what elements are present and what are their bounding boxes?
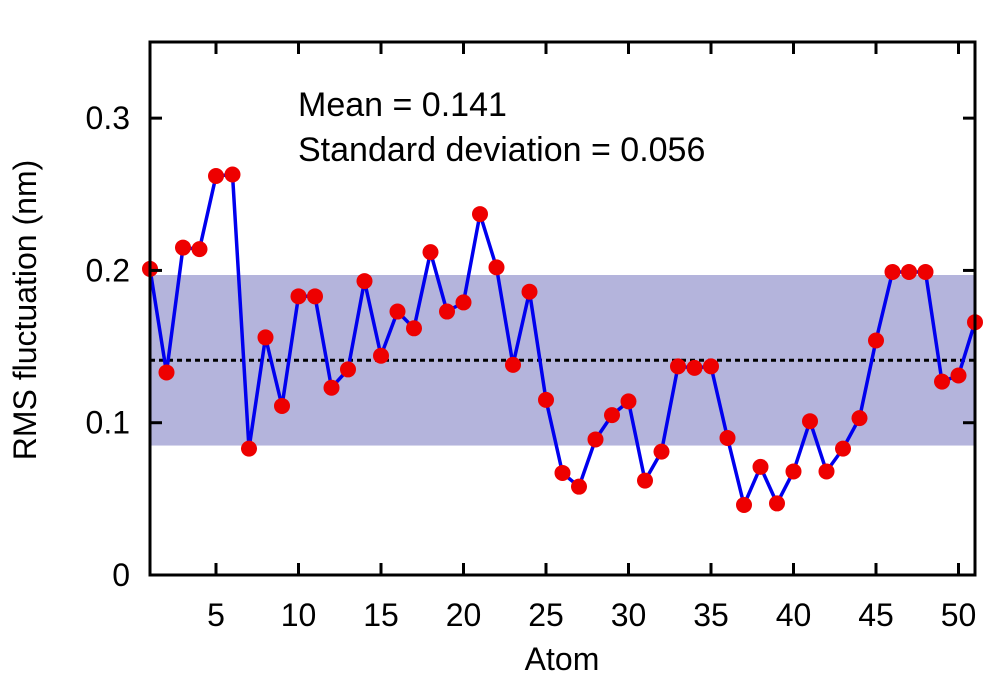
data-point <box>257 329 274 346</box>
series-points-layer <box>142 166 983 513</box>
data-point <box>802 413 818 430</box>
data-point <box>538 391 554 408</box>
x-tick-label: 10 <box>281 597 317 633</box>
data-point <box>637 472 653 489</box>
data-point <box>835 440 851 457</box>
data-point <box>472 206 488 223</box>
data-point <box>158 364 175 381</box>
data-point <box>620 393 637 410</box>
data-point <box>769 495 785 512</box>
data-point <box>191 241 208 258</box>
data-point <box>323 379 340 396</box>
data-point <box>274 397 290 414</box>
data-point <box>175 239 191 256</box>
data-point <box>422 244 439 261</box>
data-point <box>653 443 670 460</box>
data-point <box>703 358 719 375</box>
y-axis-title: RMS fluctuation (nm) <box>7 160 43 461</box>
x-tick-label: 40 <box>776 597 812 633</box>
data-point <box>851 410 868 427</box>
data-point <box>670 358 686 375</box>
x-axis-title: Atom <box>525 641 600 677</box>
data-point <box>356 273 373 290</box>
x-ticks: 5 10 15 20 25 30 35 40 45 50 <box>207 42 976 633</box>
y-ticks: 0 0.1 0.2 0.3 <box>86 100 975 593</box>
data-point <box>719 429 736 446</box>
data-point <box>455 294 472 311</box>
data-point <box>917 263 934 280</box>
data-point <box>868 332 884 349</box>
data-point <box>224 166 241 183</box>
x-tick-label: 5 <box>207 597 225 633</box>
std-deviation-band <box>150 274 975 446</box>
y-tick-label: 0.2 <box>86 252 130 288</box>
y-tick-label: 0.1 <box>86 405 130 441</box>
data-point <box>488 259 505 276</box>
data-point <box>340 361 356 378</box>
data-point <box>950 367 967 384</box>
data-point <box>818 463 835 480</box>
data-point <box>307 288 323 305</box>
data-point <box>373 347 389 364</box>
y-tick-label: 0.3 <box>86 100 130 136</box>
x-tick-label: 30 <box>611 597 647 633</box>
annotation-std: Standard deviation = 0.056 <box>298 131 705 169</box>
data-point <box>884 263 901 280</box>
data-point <box>571 478 587 495</box>
data-point <box>736 496 752 513</box>
data-point <box>208 168 224 185</box>
data-point <box>389 303 406 320</box>
data-point <box>604 407 620 424</box>
data-point <box>554 464 571 481</box>
x-tick-label: 35 <box>693 597 729 633</box>
data-point <box>406 320 422 337</box>
data-point <box>934 373 950 390</box>
data-point <box>521 283 538 300</box>
x-tick-label: 20 <box>446 597 482 633</box>
x-tick-label: 15 <box>363 597 399 633</box>
y-tick-label: 0 <box>112 557 130 593</box>
x-tick-label: 50 <box>941 597 977 633</box>
data-point <box>241 440 257 457</box>
data-point <box>901 263 917 280</box>
plot-frame <box>148 40 977 577</box>
data-point <box>290 288 307 305</box>
data-point <box>439 303 455 320</box>
data-point <box>587 431 604 448</box>
annotation-mean: Mean = 0.141 <box>298 86 507 124</box>
data-point <box>686 359 703 376</box>
x-tick-label: 25 <box>528 597 564 633</box>
data-point <box>785 463 802 480</box>
std-band-layer <box>150 274 975 446</box>
data-point <box>752 458 769 475</box>
x-tick-label: 45 <box>858 597 894 633</box>
data-point <box>505 356 521 373</box>
